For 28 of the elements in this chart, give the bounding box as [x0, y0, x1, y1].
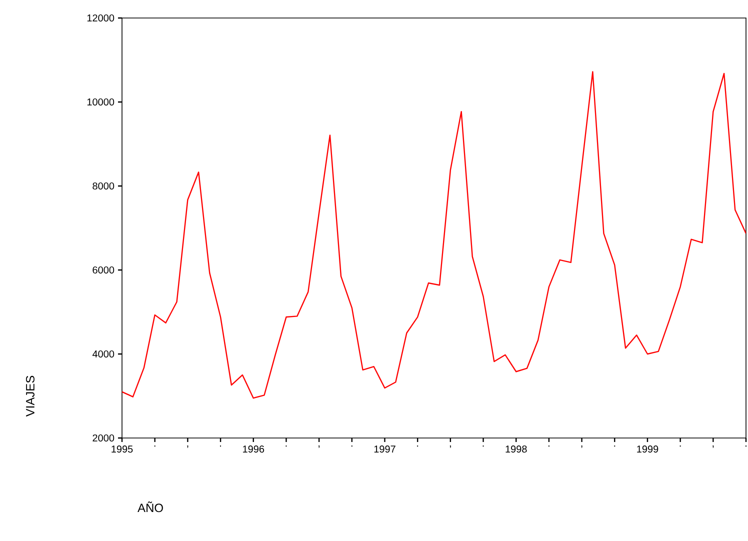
x-tick-label: .	[154, 446, 156, 447]
x-axis-title: AÑO	[138, 502, 163, 512]
x-tick-label: .	[548, 446, 550, 447]
x-tick-label: 1998	[506, 446, 527, 453]
y-tick-label: 2000	[92, 434, 114, 442]
x-tick-label: .	[482, 446, 484, 447]
x-tick-label: 1995	[112, 446, 133, 453]
y-axis-title: VIAJES	[26, 376, 34, 417]
x-tick-label: 1996	[243, 446, 264, 453]
x-tick-label: 1997	[374, 446, 396, 453]
line-series	[122, 71, 746, 399]
x-tick-label: .	[614, 446, 616, 447]
y-tick-label: 4000	[92, 350, 114, 358]
x-tick-label: ,	[450, 446, 451, 448]
y-tick-label: 6000	[92, 266, 114, 274]
x-tick-label: .	[417, 446, 418, 447]
x-tick-label: 1999	[637, 446, 658, 453]
x-tick-label: ,	[712, 446, 714, 448]
x-tick-label: ,	[318, 446, 320, 448]
x-tick-label: .	[680, 446, 681, 447]
y-tick-label: 10000	[87, 98, 114, 106]
x-tick-label: .	[286, 446, 287, 447]
y-tick-label: 12000	[87, 14, 114, 22]
y-tick-label: 8000	[92, 182, 114, 190]
x-tick-label: ,	[187, 446, 188, 448]
x-tick-label: .	[351, 446, 352, 447]
x-tick-label: ,	[581, 446, 582, 448]
x-tick-label: .	[220, 446, 222, 447]
